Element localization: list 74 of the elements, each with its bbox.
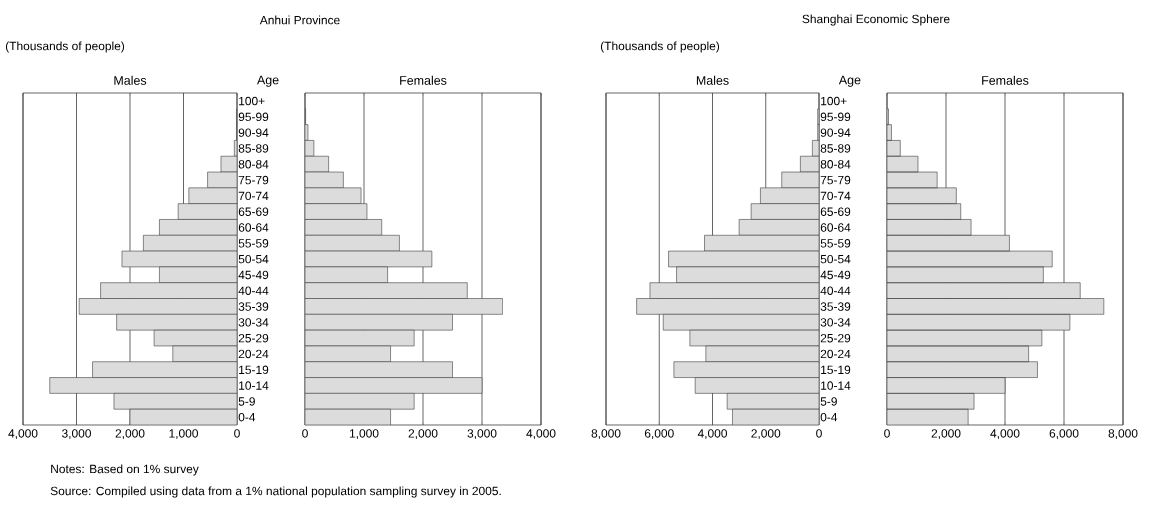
y-tick-label: 75-79 — [238, 175, 269, 185]
y-tick-label: 25-29 — [238, 333, 269, 343]
y-tick-label: 60-64 — [238, 223, 269, 232]
x-tick-label: 8,000 — [1108, 429, 1138, 440]
x-tick-label: 6,000 — [644, 429, 674, 440]
x-tick-label: 8,000 — [591, 429, 621, 440]
y-tick-label: 15-19 — [821, 365, 851, 375]
x-tick-label: 1,000 — [349, 429, 379, 440]
y-tick-label: 0-4 — [820, 412, 838, 422]
x-tick-label: 2,000 — [751, 429, 781, 440]
y-tick-label: 10-14 — [239, 381, 269, 390]
y-tick-label: 55-59 — [238, 239, 269, 248]
chart-title: Males — [696, 75, 729, 85]
y-tick-label: 60-64 — [820, 223, 851, 232]
y-tick-label: 80-84 — [238, 160, 269, 169]
text: Notes: Based on 1% survey — [51, 464, 199, 476]
y-tick-label: 10-14 — [821, 381, 851, 390]
y-tick-label: 40-44 — [820, 286, 851, 295]
y-axis-title: Age — [256, 75, 279, 87]
source-note: Source: Compiled using data from a 1% national population sampling survey in 2005. — [50, 486, 501, 498]
y-tick-label: 30-34 — [820, 318, 851, 327]
y-tick-label: 70-74 — [820, 191, 851, 201]
y-tick-label: 40-44 — [238, 286, 269, 295]
y-tick-label: 35-39 — [820, 302, 851, 311]
x-tick-label: 4,000 — [697, 429, 727, 440]
y-tick-label: 50-54 — [238, 254, 269, 264]
y-tick-label: 5-9 — [820, 397, 837, 406]
chart-title: Males — [114, 75, 147, 85]
y-tick-label: 100+ — [239, 96, 265, 106]
y-tick-label: 100+ — [821, 96, 847, 106]
y-tick-label: 70-74 — [238, 191, 269, 201]
y-tick-label: 45-49 — [820, 270, 851, 280]
y-tick-label: 90-94 — [238, 128, 269, 137]
y-tick-label: 20-24 — [238, 349, 269, 359]
x-tick-label: 3,000 — [62, 429, 91, 440]
x-tick-label: 0 — [234, 429, 240, 438]
y-tick-label: 85-89 — [820, 144, 851, 153]
x-tick-label: 2,000 — [115, 429, 145, 440]
y-tick-label: 15-19 — [239, 365, 269, 375]
text: Anhui Province — [259, 15, 340, 25]
y-tick-label: 55-59 — [820, 239, 851, 248]
x-tick-label: 0 — [816, 429, 822, 438]
y-axis-title: Age — [838, 75, 861, 87]
text: Shanghai Economic Sphere — [802, 14, 950, 26]
x-tick-label: 4,000 — [8, 429, 38, 440]
x-tick-label: 3,000 — [467, 429, 497, 440]
y-tick-label: 90-94 — [820, 128, 851, 137]
x-tick-label: 1,000 — [169, 429, 198, 440]
y-tick-label: 65-69 — [238, 207, 269, 216]
chart-title: Females — [400, 75, 447, 85]
y-tick-label: 95-99 — [238, 112, 269, 122]
x-tick-label: 2,000 — [931, 429, 961, 440]
x-tick-label: 2,000 — [408, 429, 438, 440]
y-tick-label: 80-84 — [820, 160, 851, 169]
x-tick-label: 4,000 — [990, 429, 1020, 440]
chart-title: Females — [982, 75, 1029, 85]
y-tick-label: 95-99 — [820, 112, 851, 122]
x-tick-label: 0 — [302, 429, 308, 438]
y-tick-label: 45-49 — [238, 270, 269, 280]
y-tick-label: 75-79 — [820, 175, 851, 185]
x-tick-label: 4,000 — [526, 429, 556, 440]
x-tick-label: 0 — [884, 429, 890, 438]
y-tick-label: 0-4 — [238, 412, 256, 422]
y-tick-label: 65-69 — [820, 207, 851, 216]
text: (Thousands of people) — [600, 41, 720, 53]
y-tick-label: 5-9 — [238, 397, 255, 406]
y-tick-label: 35-39 — [238, 302, 269, 311]
x-tick-label: 6,000 — [1049, 429, 1079, 440]
y-tick-label: 85-89 — [238, 144, 269, 153]
y-tick-label: 50-54 — [820, 254, 851, 264]
y-tick-label: 30-34 — [238, 318, 269, 327]
text: (Thousands of people) — [5, 41, 125, 53]
y-tick-label: 20-24 — [820, 349, 851, 359]
y-tick-label: 25-29 — [820, 333, 851, 343]
